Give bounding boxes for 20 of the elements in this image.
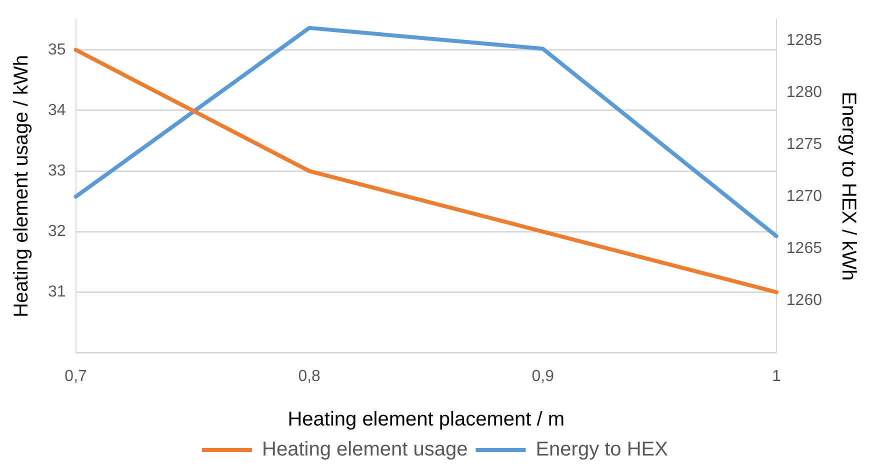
y2-tick-label: 1280	[786, 84, 822, 101]
legend-label: Heating element usage	[262, 438, 468, 461]
y2-tick-label: 1285	[786, 32, 822, 49]
y-tick-label: 33	[48, 162, 66, 180]
y2-tick-label: 1275	[786, 136, 822, 153]
x-tick-label: 0,8	[298, 368, 321, 385]
y-tick-label: 32	[48, 223, 66, 240]
y2-tick-label: 1265	[786, 240, 822, 258]
y2-tick-label: 1270	[786, 188, 822, 206]
y-tick-label: 34	[48, 102, 66, 119]
y-tick-label: 31	[48, 284, 66, 301]
y2-axis-title: Energy to HEX / kWh	[837, 92, 860, 281]
legend-label: Energy to HEX	[536, 438, 668, 461]
y2-tick-label: 1260	[786, 292, 822, 310]
x-tick-label: 1	[772, 368, 781, 385]
y-tick-label: 35	[48, 41, 66, 58]
x-tick-label: 0,7	[64, 368, 88, 385]
x-tick-label: 0,9	[532, 368, 554, 385]
y-axis-title: Heating element usage / kWh	[10, 55, 33, 318]
x-axis-title: Heating element placement / m	[288, 408, 565, 431]
